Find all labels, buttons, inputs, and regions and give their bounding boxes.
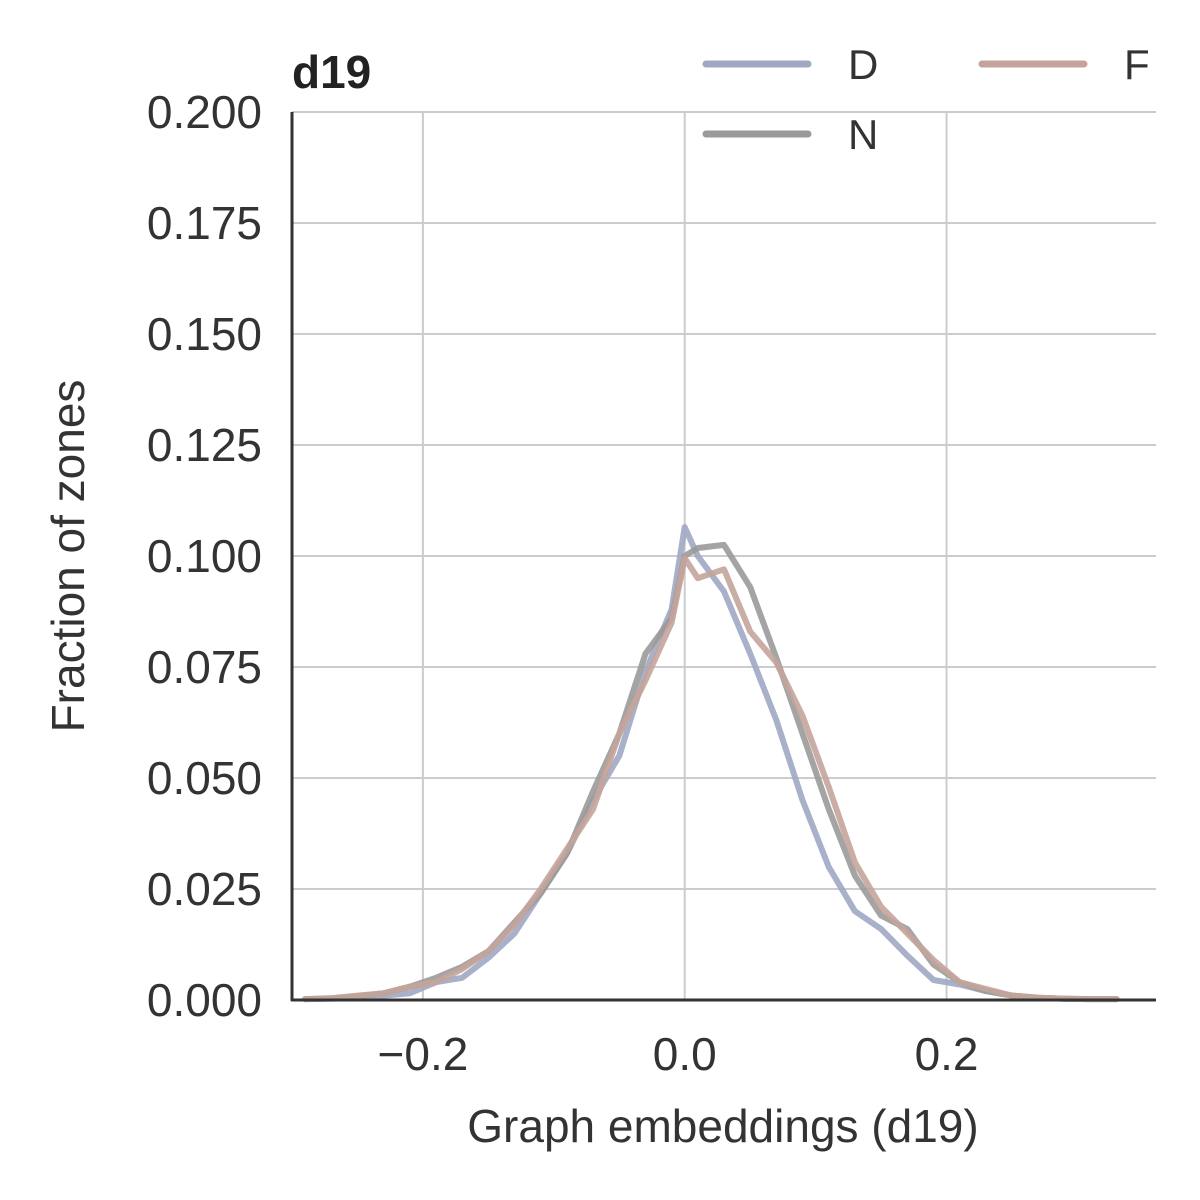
y-tick-label: 0.175 xyxy=(147,197,262,249)
y-tick-label: 0.025 xyxy=(147,863,262,915)
x-tick-label: 0.2 xyxy=(915,1028,979,1080)
ticks: 0.000 0.025 0.050 0.075 0.100 0.125 0.150 0.175… xyxy=(147,86,979,1080)
y-tick-label: 0.000 xyxy=(147,974,262,1026)
x-tick-label: −0.2 xyxy=(378,1028,469,1080)
x-tick-label: 0.0 xyxy=(653,1028,717,1080)
legend-item-N: N xyxy=(702,111,878,158)
legend-label: D xyxy=(848,41,878,88)
chart-title: d19 xyxy=(292,46,371,98)
series-layer xyxy=(302,524,1120,1003)
series-line-D xyxy=(302,524,1120,1003)
y-tick-label: 0.050 xyxy=(147,752,262,804)
legend-label: F xyxy=(1124,41,1150,88)
legend-label: N xyxy=(848,111,878,158)
y-tick-label: 0.200 xyxy=(147,86,262,138)
y-tick-label: 0.075 xyxy=(147,641,262,693)
y-tick-label: 0.100 xyxy=(147,530,262,582)
y-tick-label: 0.150 xyxy=(147,308,262,360)
y-tick-label: 0.125 xyxy=(147,419,262,471)
legend-item-D: D xyxy=(702,41,878,88)
axes xyxy=(290,112,1156,1002)
y-axis-label: Fraction of zones xyxy=(42,380,94,733)
legend-item-F: F xyxy=(978,41,1150,88)
legend: D F N xyxy=(702,41,1150,158)
grid xyxy=(292,111,1156,1000)
x-axis-label: Graph embeddings (d19) xyxy=(467,1100,978,1152)
series-line-N xyxy=(302,541,1120,1003)
series-line-F xyxy=(302,555,1120,1003)
